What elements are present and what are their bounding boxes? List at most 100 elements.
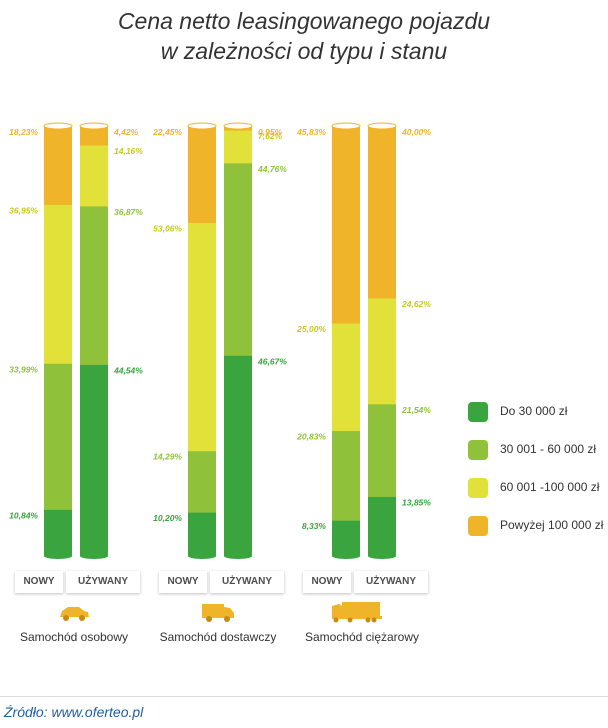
bar-segment-powyzej-100000 [188, 126, 216, 224]
bar-top-cap [223, 122, 253, 130]
data-label: 21,54% [401, 405, 431, 415]
truck-wheel [347, 617, 353, 623]
data-label: 14,29% [153, 452, 182, 462]
legend-label: 30 001 - 60 000 zł [500, 442, 597, 456]
data-label: 36,87% [114, 207, 143, 217]
truck-trailer [342, 602, 380, 616]
legend-swatch [468, 402, 488, 422]
bar-segment-60001-100000 [188, 222, 216, 452]
bar-bottom-cap [80, 553, 108, 559]
legend-swatch [468, 516, 488, 536]
data-label: 44,76% [257, 164, 287, 174]
source-text: Źródło: www.oferteo.pl [4, 704, 144, 720]
legend-item-30001-60000: 30 001 - 60 000 zł [468, 440, 608, 460]
legend-item-60001-100000: 60 001 -100 000 zł [468, 478, 608, 498]
bar-segment-30001-60000 [80, 205, 108, 365]
bar-tag-uzywany: UŻYWANY [210, 571, 284, 593]
bar-top-cap [331, 122, 361, 130]
bar-bottom-cap [332, 553, 360, 559]
source-divider [0, 696, 608, 697]
legend-swatch [468, 440, 488, 460]
bar-segment-powyzej-100000 [368, 126, 396, 299]
data-label: 14,16% [114, 146, 143, 156]
bar-segment-do-30000 [368, 496, 396, 557]
bar-bottom-cap [188, 553, 216, 559]
bar-bottom-cap [368, 553, 396, 559]
legend-item-do-30000: Do 30 000 zł [468, 402, 608, 422]
bar-segment-powyzej-100000 [44, 126, 72, 205]
data-label: 36,95% [9, 205, 38, 215]
van-wheel [206, 616, 212, 622]
bar-segment-powyzej-100000 [80, 126, 108, 146]
bar-segment-do-30000 [332, 520, 360, 557]
data-label: 45,83% [296, 127, 326, 137]
truck-wheel [333, 617, 339, 623]
data-label: 4,42% [113, 127, 139, 137]
car-body [60, 607, 89, 617]
bar-segment-do-30000 [224, 355, 252, 557]
bar-segment-powyzej-100000 [332, 126, 360, 324]
bar-segment-60001-100000 [80, 145, 108, 207]
bar-segment-30001-60000 [224, 162, 252, 356]
data-label: 10,84% [9, 510, 38, 520]
data-label: 40,00% [401, 127, 431, 137]
truck-chassis [332, 616, 382, 619]
group-name: Samochód osobowy [19, 630, 129, 644]
chart-title-line-1: Cena netto leasingowanego pojazdu [117, 8, 491, 34]
data-label: 13,85% [402, 497, 431, 507]
bar-segment-30001-60000 [368, 403, 396, 497]
data-label: 53,06% [153, 224, 182, 234]
data-label: 46,67% [257, 356, 287, 366]
legend-item-powyzej-100000: Powyżej 100 000 zł [468, 516, 608, 536]
van-icon [202, 604, 234, 622]
data-label: 18,23% [9, 127, 38, 137]
chart-title: Cena netto leasingowanego pojazdu w zale… [0, 6, 608, 66]
bar-segment-30001-60000 [188, 450, 216, 513]
bar-segment-do-30000 [44, 509, 72, 557]
data-label: 10,20% [153, 513, 182, 523]
group-name: Samochód dostawczy [159, 630, 277, 644]
legend-swatch [468, 478, 488, 498]
data-label: 0,95% [258, 127, 283, 137]
bar-segment-60001-100000 [332, 323, 360, 432]
bar-segment-do-30000 [188, 512, 216, 557]
bar-tag-nowy: NOWY [303, 571, 351, 593]
bar-segment-60001-100000 [224, 130, 252, 164]
bar-top-cap [43, 122, 73, 130]
bar-top-cap [79, 122, 109, 130]
van-wheel [224, 616, 230, 622]
bar-tag-uzywany: UŻYWANY [66, 571, 140, 593]
truck-wheel [365, 617, 371, 623]
bar-tag-nowy: NOWY [159, 571, 207, 593]
bar-segment-30001-60000 [44, 363, 72, 510]
bar-segment-30001-60000 [332, 430, 360, 521]
data-label: 20,83% [296, 432, 326, 442]
chart-title-line-2: w zależności od typu i stanu [160, 38, 448, 64]
bar-segment-60001-100000 [44, 204, 72, 364]
bar-bottom-cap [44, 553, 72, 559]
bar-top-cap [367, 122, 397, 130]
data-label: 33,99% [9, 364, 38, 374]
data-label: 44,54% [113, 365, 143, 375]
data-label: 22,45% [152, 127, 182, 137]
car-wheel [63, 615, 69, 621]
truck-cab [332, 604, 342, 618]
data-label: 24,62% [401, 299, 431, 309]
truck-icon [332, 602, 382, 623]
bar-segment-60001-100000 [368, 297, 396, 405]
bar-tag-nowy: NOWY [15, 571, 63, 593]
bar-tag-uzywany: UŻYWANY [354, 571, 428, 593]
legend-label: Do 30 000 zł [500, 404, 568, 418]
car-icon [60, 607, 89, 621]
bar-segment-do-30000 [80, 364, 108, 557]
legend-label: 60 001 -100 000 zł [500, 480, 600, 494]
legend-label: Powyżej 100 000 zł [500, 518, 604, 532]
data-label: 25,00% [296, 324, 326, 334]
data-label: 7,62% [258, 131, 283, 141]
car-wheel [79, 615, 85, 621]
bar-top-cap [187, 122, 217, 130]
van-body [202, 604, 234, 618]
bar-bottom-cap [224, 553, 252, 559]
truck-wheel [371, 617, 377, 623]
